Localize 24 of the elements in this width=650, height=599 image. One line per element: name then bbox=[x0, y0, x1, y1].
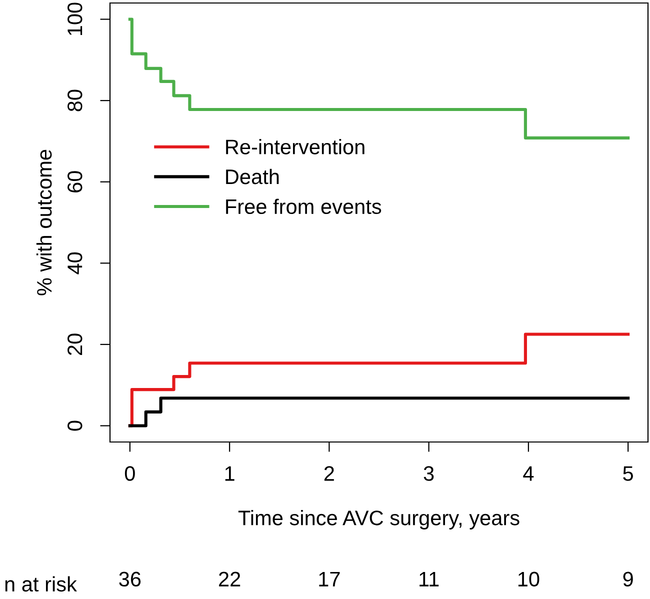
legend-label: Free from events bbox=[226, 198, 382, 214]
y-tick-label: 100 bbox=[68, 2, 82, 36]
x-tick-label: 2 bbox=[324, 466, 334, 481]
text: 17 bbox=[319, 572, 340, 586]
legend-label: Death bbox=[226, 168, 279, 184]
y-axis-title: % with outcome bbox=[36, 150, 52, 296]
y-tick-label: 20 bbox=[68, 334, 82, 355]
x-tick-label: 4 bbox=[523, 466, 534, 481]
x-tick-label: 5 bbox=[623, 466, 633, 481]
text: 10 bbox=[518, 572, 540, 587]
legend-label: Re-intervention bbox=[226, 139, 364, 154]
x-tick-label: 3 bbox=[424, 466, 434, 481]
x-tick-label: 0 bbox=[124, 466, 135, 481]
text: 11 bbox=[420, 572, 439, 586]
text: n at risk bbox=[5, 576, 77, 592]
y-tick-label: 60 bbox=[68, 171, 82, 192]
x-axis-title: Time since AVC surgery, years bbox=[238, 510, 520, 530]
text: 22 bbox=[219, 572, 240, 586]
y-tick-label: 80 bbox=[68, 90, 82, 112]
text: 9 bbox=[623, 572, 633, 587]
y-tick-label: 40 bbox=[68, 252, 82, 274]
text: 36 bbox=[119, 572, 141, 587]
y-tick-label: 0 bbox=[68, 420, 82, 431]
x-tick-label: 1 bbox=[225, 466, 234, 481]
